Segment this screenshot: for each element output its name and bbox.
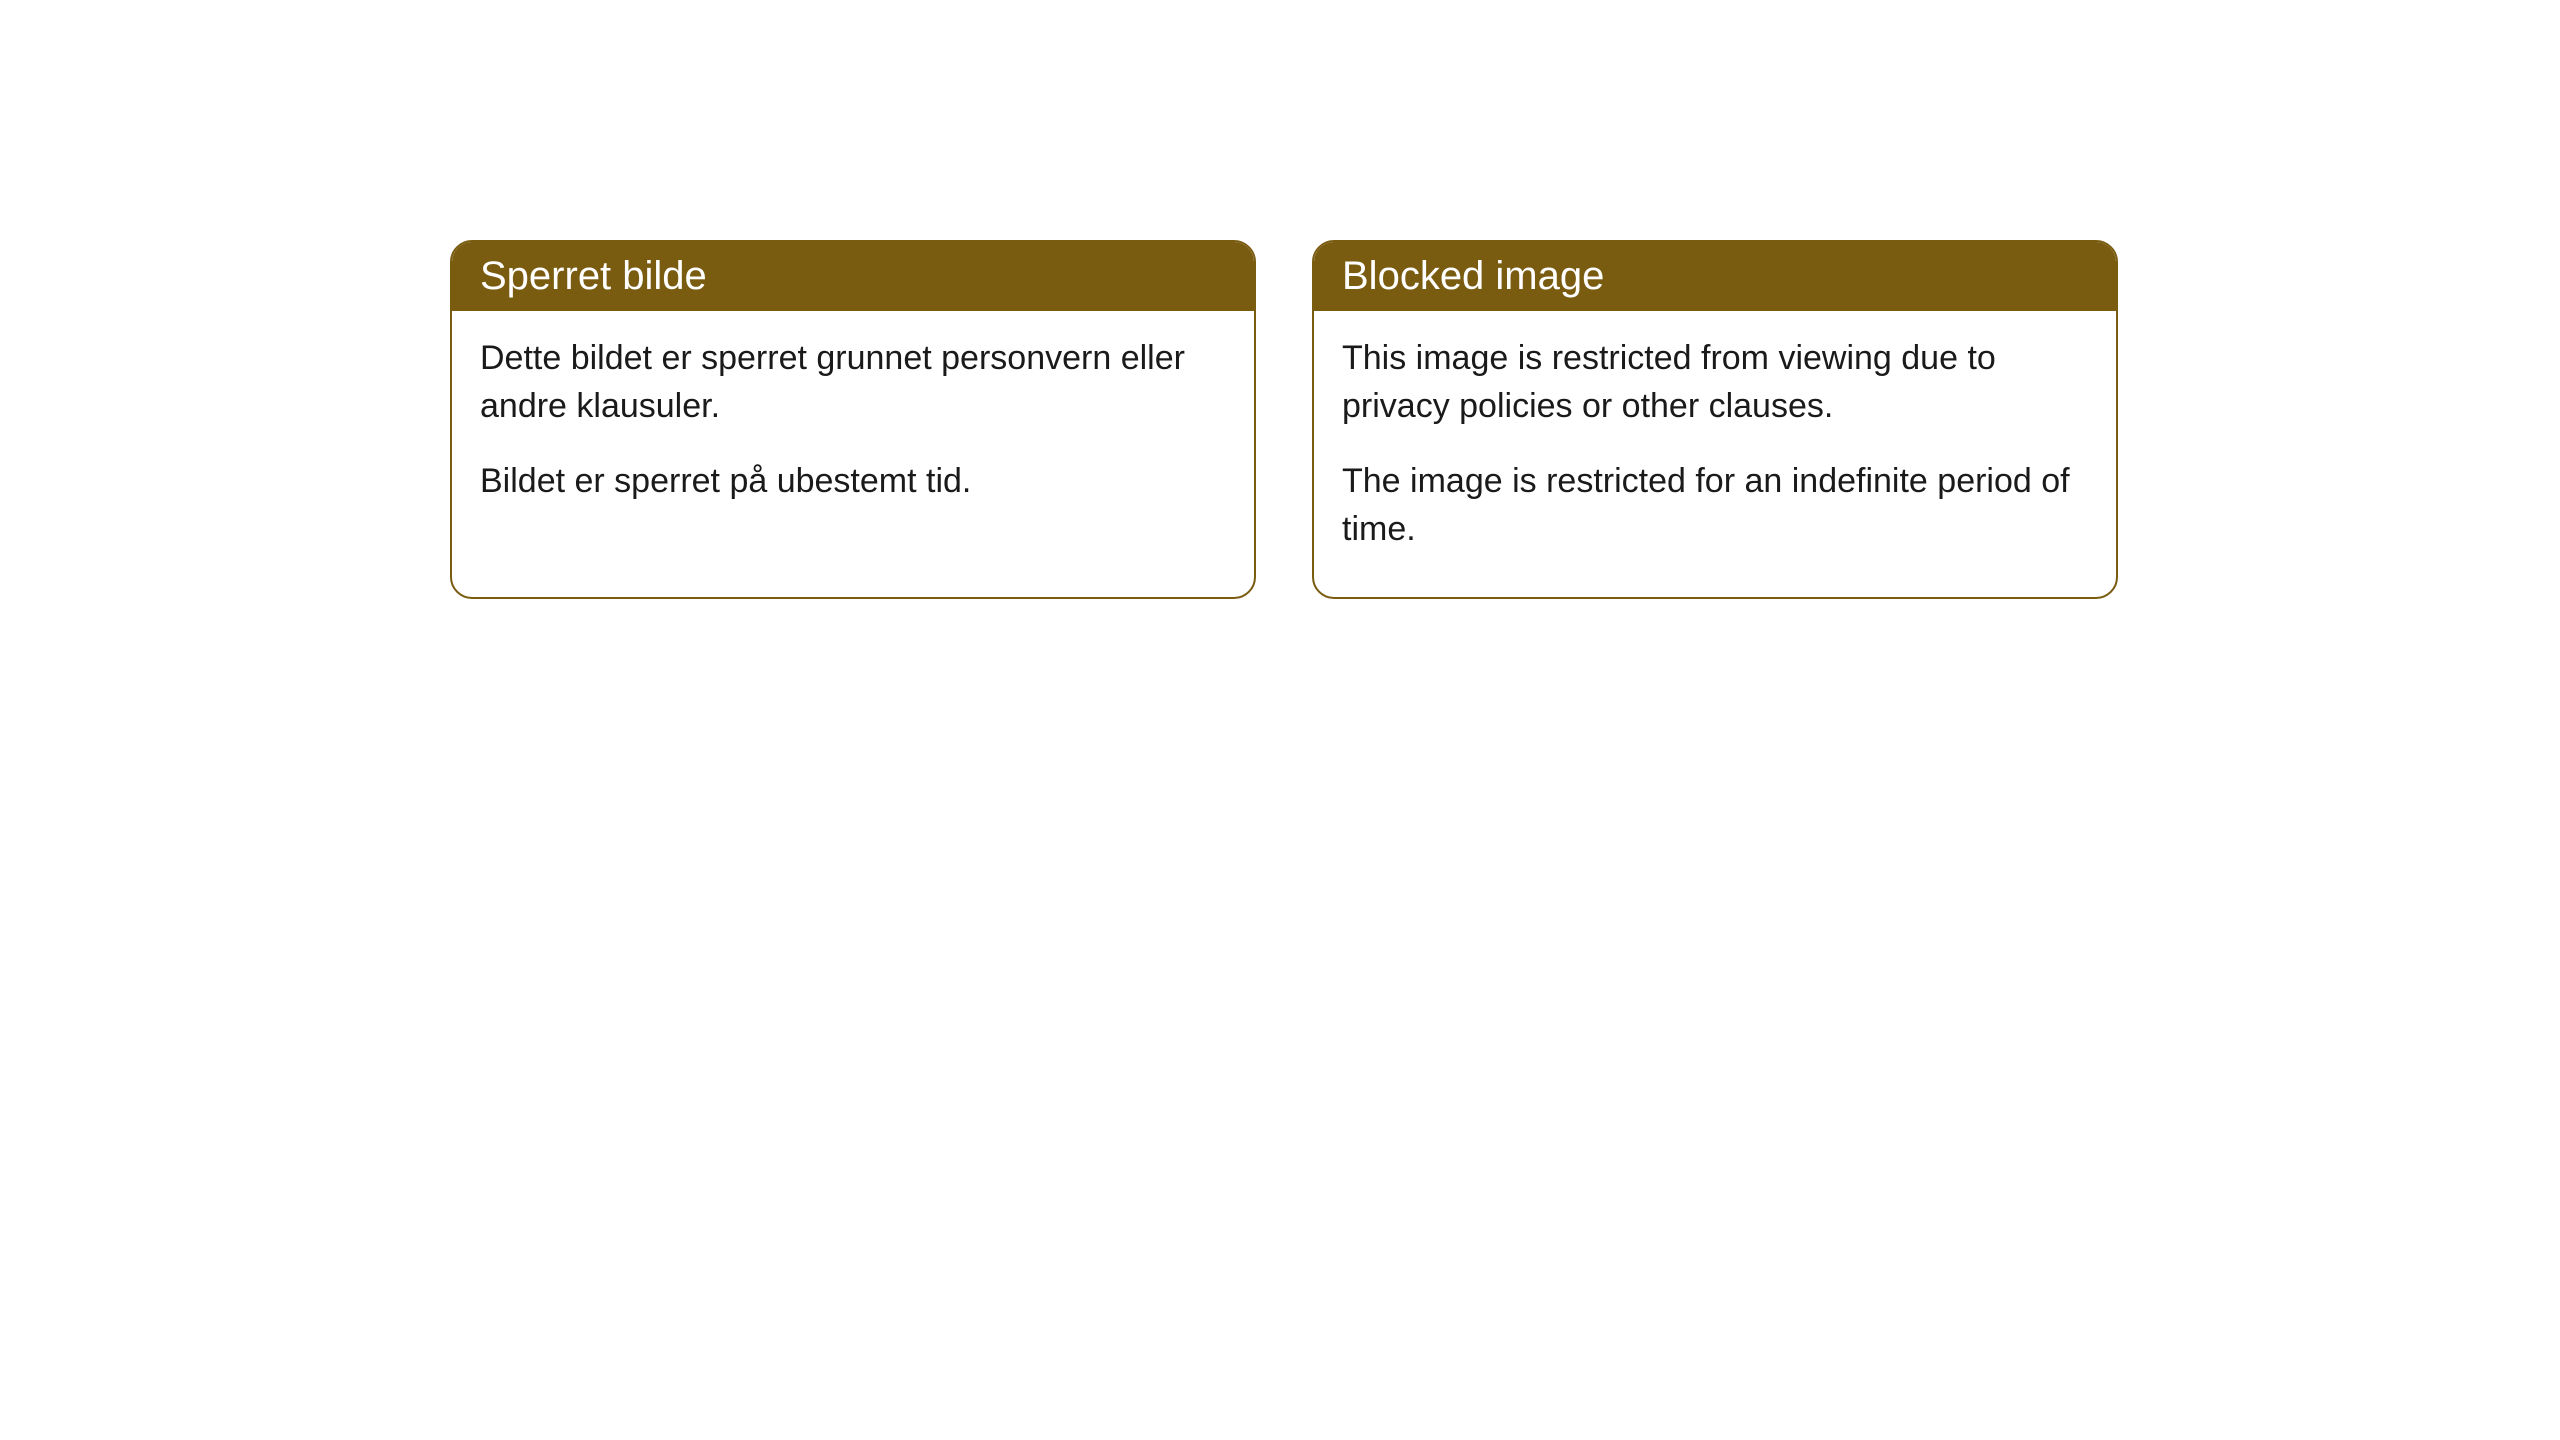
- card-body: Dette bildet er sperret grunnet personve…: [452, 311, 1254, 550]
- card-body: This image is restricted from viewing du…: [1314, 311, 2116, 597]
- card-title: Sperret bilde: [452, 242, 1254, 311]
- notice-cards-container: Sperret bilde Dette bildet er sperret gr…: [450, 240, 2560, 599]
- card-title: Blocked image: [1314, 242, 2116, 311]
- blocked-image-card-no: Sperret bilde Dette bildet er sperret gr…: [450, 240, 1256, 599]
- card-paragraph: Bildet er sperret på ubestemt tid.: [480, 458, 1226, 506]
- card-paragraph: Dette bildet er sperret grunnet personve…: [480, 335, 1226, 430]
- card-paragraph: The image is restricted for an indefinit…: [1342, 458, 2088, 553]
- card-paragraph: This image is restricted from viewing du…: [1342, 335, 2088, 430]
- blocked-image-card-en: Blocked image This image is restricted f…: [1312, 240, 2118, 599]
